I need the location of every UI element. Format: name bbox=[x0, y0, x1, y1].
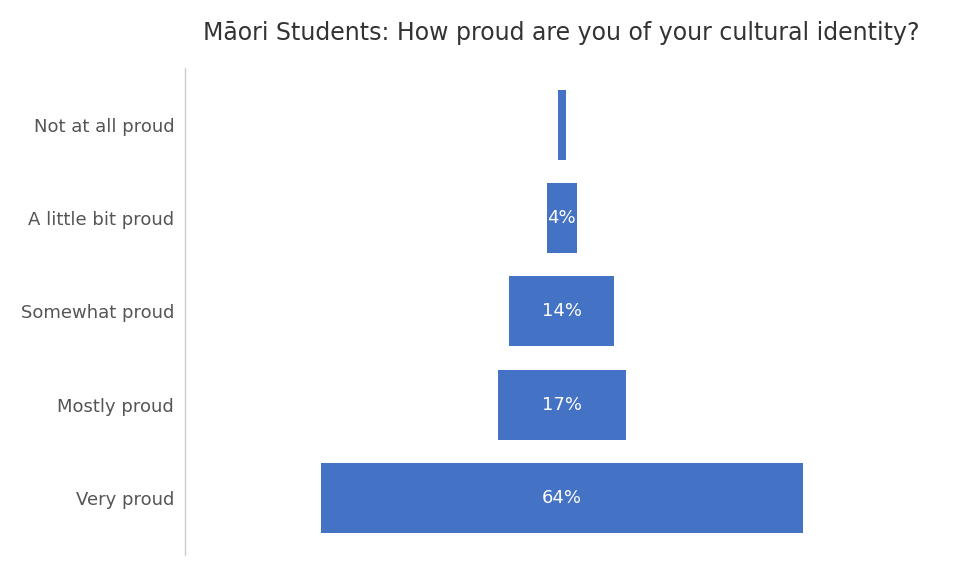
Bar bbox=[547, 183, 576, 253]
Text: 4%: 4% bbox=[548, 209, 576, 227]
Bar bbox=[558, 90, 566, 160]
Text: 64%: 64% bbox=[542, 489, 582, 507]
Text: 17%: 17% bbox=[542, 396, 582, 414]
Bar bbox=[321, 463, 803, 533]
Bar bbox=[509, 276, 615, 346]
Text: 14%: 14% bbox=[542, 302, 582, 320]
Title: Māori Students: How proud are you of your cultural identity?: Māori Students: How proud are you of you… bbox=[203, 21, 920, 45]
Bar bbox=[498, 370, 625, 439]
